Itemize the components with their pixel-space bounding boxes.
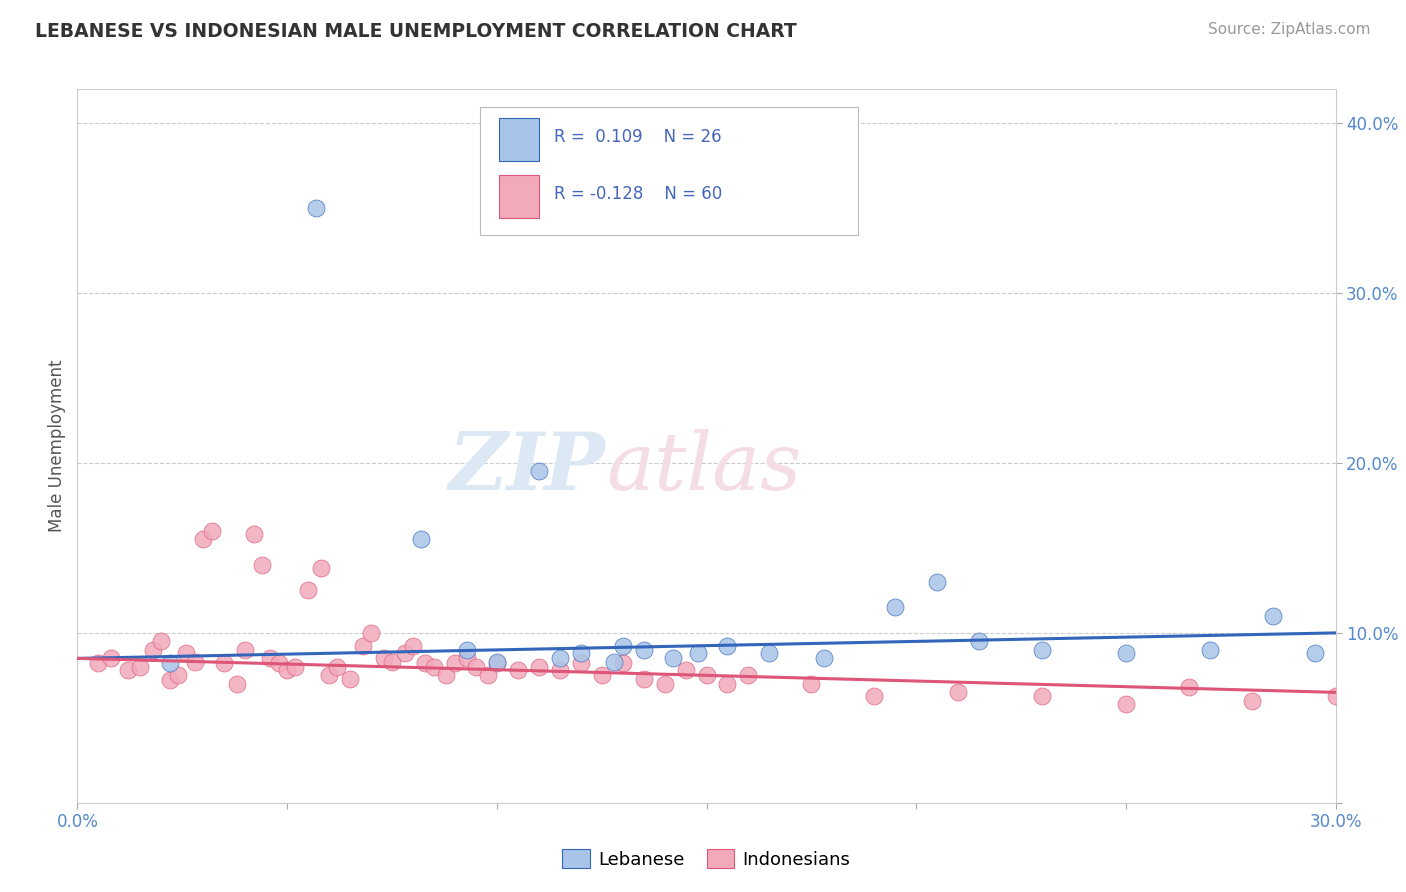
Text: R =  0.109    N = 26: R = 0.109 N = 26	[554, 128, 721, 146]
Point	[633, 643, 655, 657]
Point	[1240, 694, 1263, 708]
Point	[402, 640, 425, 654]
Point	[456, 651, 478, 665]
Point	[1199, 643, 1222, 657]
FancyBboxPatch shape	[479, 107, 858, 235]
Point	[184, 655, 207, 669]
Point	[800, 677, 823, 691]
Point	[1031, 643, 1053, 657]
Point	[100, 651, 122, 665]
Point	[423, 660, 446, 674]
Point	[612, 657, 634, 671]
Point	[1178, 680, 1201, 694]
Point	[305, 201, 328, 215]
Point	[117, 663, 139, 677]
Point	[675, 663, 697, 677]
Text: atlas: atlas	[606, 429, 801, 506]
Point	[87, 657, 110, 671]
Point	[927, 574, 949, 589]
Point	[884, 600, 907, 615]
Bar	[499, 118, 538, 161]
Point	[612, 640, 634, 654]
Text: LEBANESE VS INDONESIAN MALE UNEMPLOYMENT CORRELATION CHART: LEBANESE VS INDONESIAN MALE UNEMPLOYMENT…	[35, 22, 797, 41]
Point	[250, 558, 273, 572]
Point	[569, 657, 592, 671]
Point	[200, 524, 222, 538]
Point	[591, 668, 613, 682]
Point	[150, 634, 173, 648]
Point	[485, 655, 508, 669]
Point	[1303, 646, 1326, 660]
Point	[569, 646, 592, 660]
Point	[1031, 689, 1053, 703]
Point	[339, 672, 361, 686]
Point	[225, 677, 247, 691]
Point	[485, 657, 508, 671]
Point	[1346, 600, 1368, 615]
Y-axis label: Male Unemployment: Male Unemployment	[48, 359, 66, 533]
Point	[381, 655, 404, 669]
Legend: Lebanese, Indonesians: Lebanese, Indonesians	[555, 842, 858, 876]
Point	[654, 677, 676, 691]
Point	[394, 646, 416, 660]
Point	[352, 640, 374, 654]
Point	[737, 668, 759, 682]
Point	[506, 663, 529, 677]
Point	[373, 651, 395, 665]
Point	[1115, 646, 1137, 660]
Point	[259, 651, 281, 665]
Point	[633, 672, 655, 686]
Point	[813, 651, 835, 665]
Point	[548, 651, 571, 665]
Point	[758, 646, 780, 660]
Point	[191, 533, 215, 547]
Point	[159, 673, 181, 688]
Point	[436, 668, 458, 682]
Point	[1261, 608, 1284, 623]
Point	[309, 561, 332, 575]
Point	[464, 660, 486, 674]
Point	[662, 651, 685, 665]
Point	[159, 657, 181, 671]
Point	[444, 657, 467, 671]
Point	[318, 668, 340, 682]
Point	[297, 583, 319, 598]
Point	[326, 660, 349, 674]
Point	[176, 646, 198, 660]
Point	[948, 685, 970, 699]
Point	[688, 646, 710, 660]
Point	[276, 663, 298, 677]
Point	[411, 533, 433, 547]
Point	[696, 668, 718, 682]
Point	[415, 657, 437, 671]
Point	[477, 668, 499, 682]
Point	[242, 527, 264, 541]
Point	[267, 657, 290, 671]
Point	[716, 640, 738, 654]
Point	[142, 643, 165, 657]
Text: R = -0.128    N = 60: R = -0.128 N = 60	[554, 186, 723, 203]
Point	[548, 663, 571, 677]
Point	[603, 655, 626, 669]
Bar	[499, 175, 538, 218]
Point	[360, 626, 382, 640]
Point	[1388, 623, 1406, 637]
Point	[212, 657, 235, 671]
Text: Source: ZipAtlas.com: Source: ZipAtlas.com	[1208, 22, 1371, 37]
Point	[167, 668, 190, 682]
Text: ZIP: ZIP	[449, 429, 606, 506]
Point	[527, 465, 550, 479]
Point	[967, 634, 990, 648]
Point	[233, 643, 256, 657]
Point	[527, 660, 550, 674]
Point	[863, 689, 886, 703]
Point	[129, 660, 152, 674]
Point	[456, 643, 478, 657]
Point	[284, 660, 307, 674]
Point	[716, 677, 738, 691]
Point	[1115, 698, 1137, 712]
Point	[1324, 689, 1347, 703]
